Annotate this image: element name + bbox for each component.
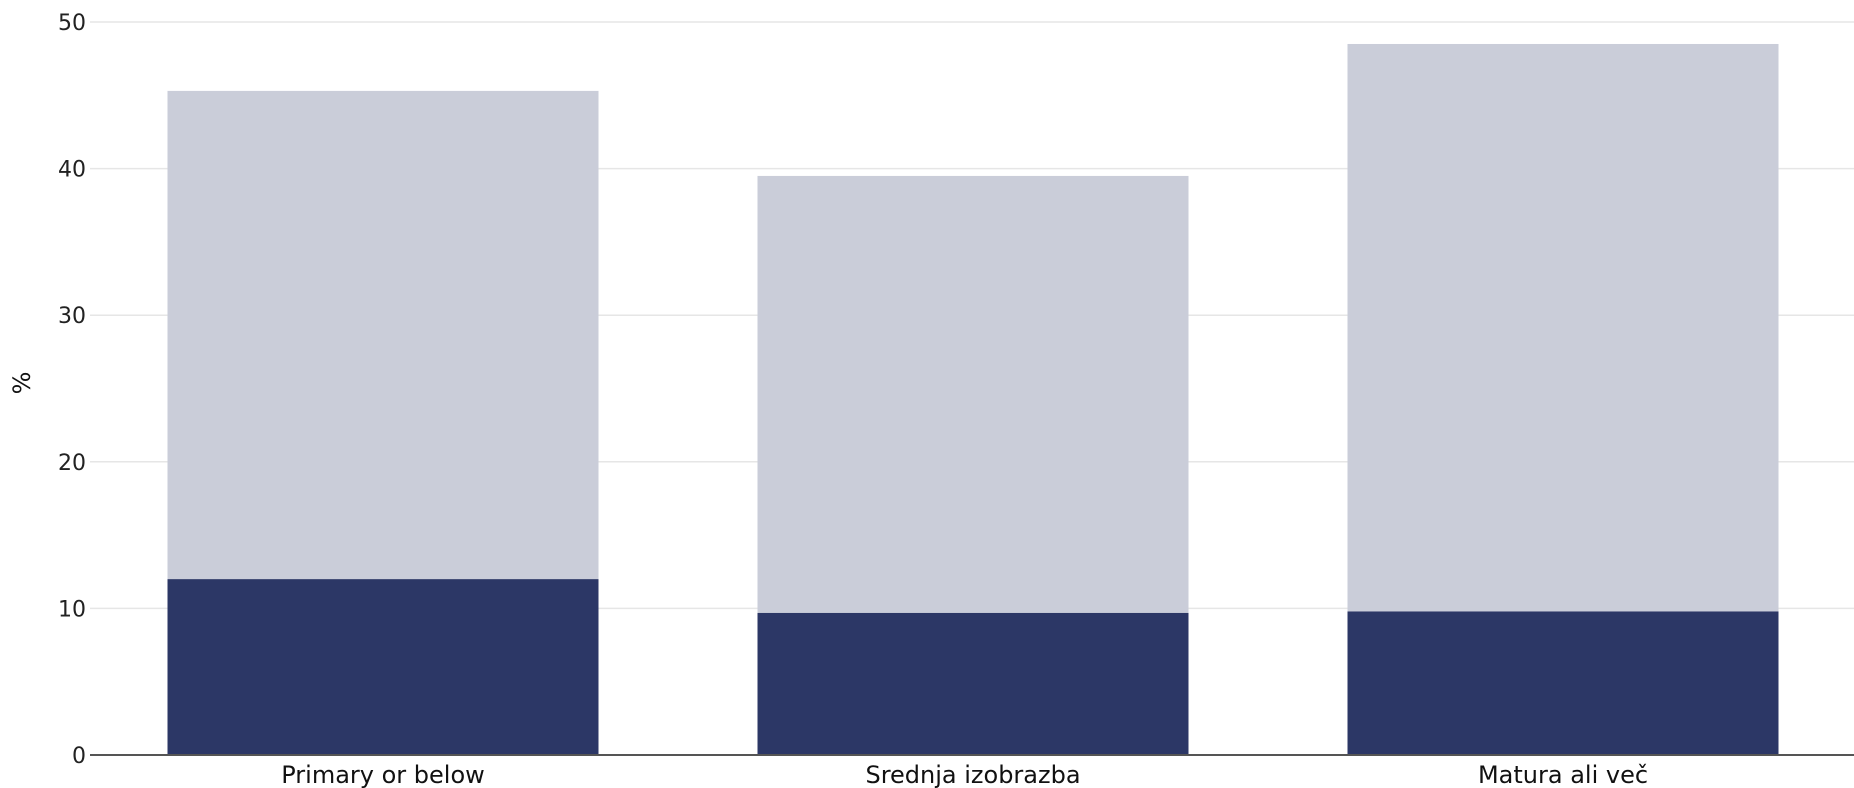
- bar-segment: [757, 175, 1189, 613]
- y-tick-label: 30: [58, 304, 86, 329]
- y-tick-label: 20: [58, 451, 86, 476]
- x-category-label: Matura ali več: [1478, 761, 1648, 788]
- y-tick-label: 40: [58, 158, 86, 183]
- bars: [167, 43, 1779, 755]
- y-tick-label: 0: [72, 744, 86, 769]
- bar-segment: [167, 579, 599, 755]
- bar-segment: [167, 90, 599, 580]
- axes: 0 10 20 30 40 50 Primary or below Srednja izobr…: [58, 11, 1854, 788]
- y-axis-title: %: [8, 372, 36, 395]
- x-category-label: Primary or below: [281, 761, 485, 788]
- y-tick-label: 50: [58, 11, 86, 36]
- bar-segment: [757, 612, 1189, 755]
- bar-segment: [1347, 611, 1779, 755]
- x-category-label: Srednja izobrazba: [865, 761, 1080, 788]
- y-tick-label: 10: [58, 597, 86, 622]
- bar-segment: [1347, 43, 1779, 612]
